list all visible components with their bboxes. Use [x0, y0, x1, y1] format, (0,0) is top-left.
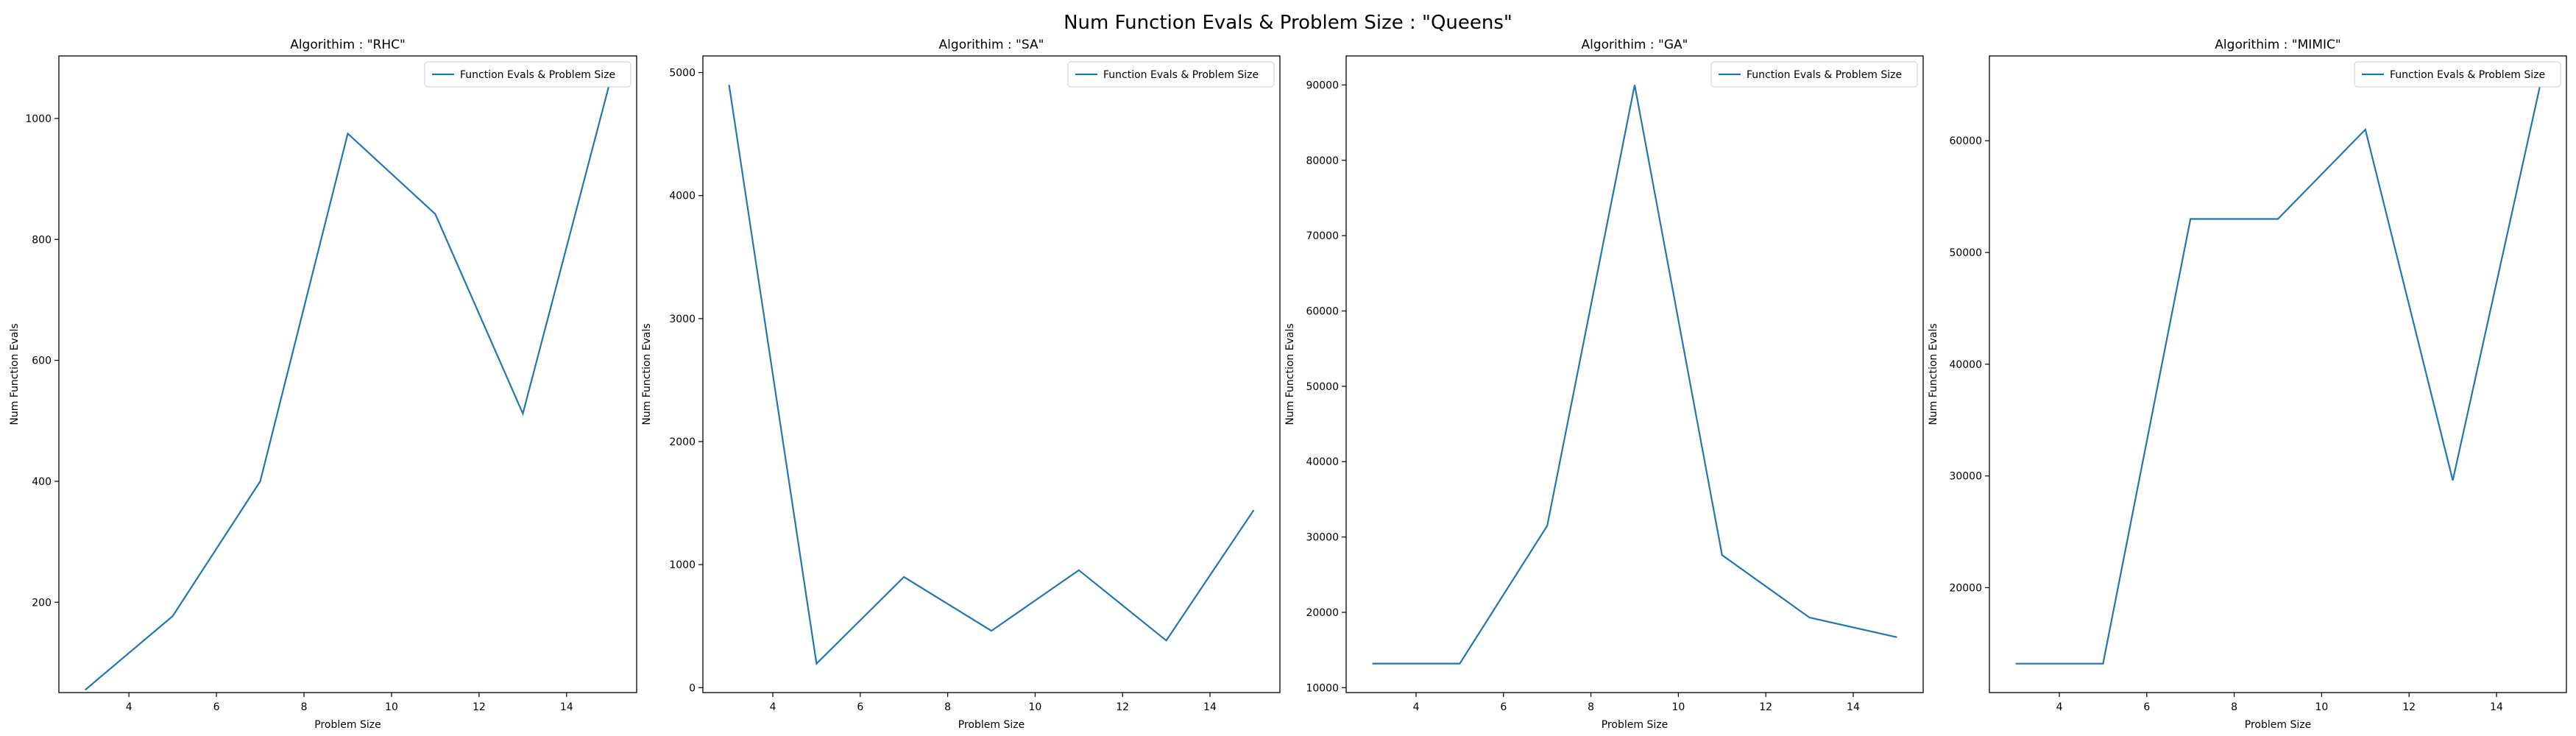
chart-title: Algorithim : "GA" [1582, 38, 1688, 52]
x-tick-label: 14 [1847, 701, 1860, 713]
x-tick-label: 4 [126, 701, 132, 713]
x-tick-label: 8 [1588, 701, 1594, 713]
legend-box [1710, 61, 1918, 88]
y-tick-label: 30000 [1949, 471, 1982, 483]
x-tick-label: 6 [2143, 701, 2150, 713]
x-tick-label: 12 [1759, 701, 1772, 713]
plot-area-frame [1989, 55, 2567, 693]
y-tick-label: 5000 [669, 68, 696, 79]
legend-label: Function Evals & Problem Size [2390, 69, 2545, 81]
y-tick-label: 40000 [1306, 456, 1339, 468]
series-line [1372, 85, 1897, 665]
chart-panel-1: Algorithim : "SA" 4 6 8 10 12 14 0 1000 2000 3000 4… [641, 38, 1281, 731]
chart-panel-0: Algorithim : "RHC" 4 6 8 10 12 14 200 400 600 800 1… [9, 38, 637, 731]
y-tick-label: 30000 [1306, 532, 1339, 544]
y-tick-label: 10000 [1306, 682, 1339, 694]
x-axis-label: Problem Size [1602, 719, 1668, 731]
chart-panel-3: Algorithim : "MIMIC" 4 6 8 10 12 14 20000 30000 4… [1928, 38, 2567, 731]
y-tick-label: 4000 [669, 191, 696, 202]
legend-label: Function Evals & Problem Size [1747, 69, 1902, 81]
x-axis-label: Problem Size [314, 719, 381, 731]
x-tick-label: 6 [213, 701, 220, 713]
chart-title: Algorithim : "RHC" [290, 38, 406, 52]
series-line [84, 79, 612, 691]
y-tick-label: 50000 [1306, 381, 1339, 393]
x-tick-label: 4 [2056, 701, 2063, 713]
y-tick-label: 3000 [669, 314, 696, 325]
y-tick-label: 800 [32, 234, 52, 246]
x-axis-label: Problem Size [958, 719, 1025, 731]
x-tick-label: 12 [1116, 701, 1129, 713]
chart-panel-2: Algorithim : "GA" 4 6 8 10 12 14 10000 20000 3000… [1284, 38, 1924, 731]
legend-box [2354, 61, 2561, 88]
x-tick-label: 14 [560, 701, 573, 713]
x-tick-label: 4 [770, 701, 776, 713]
y-axis-label: Num Function Evals [641, 323, 653, 425]
plot-area-frame [1345, 55, 1924, 693]
legend-box [1067, 61, 1275, 88]
x-tick-label: 6 [857, 701, 863, 713]
x-tick-label: 4 [1413, 701, 1420, 713]
x-tick-label: 12 [2402, 701, 2416, 713]
chart-title: Algorithim : "MIMIC" [2215, 38, 2340, 52]
y-tick-label: 40000 [1949, 359, 1982, 371]
y-tick-label: 400 [32, 476, 52, 488]
y-axis-label: Num Function Evals [1284, 323, 1296, 425]
y-tick-label: 80000 [1306, 155, 1339, 167]
y-tick-label: 60000 [1306, 306, 1339, 318]
y-axis-label: Num Function Evals [1928, 323, 1939, 425]
legend-box [424, 61, 631, 88]
x-tick-label: 8 [944, 701, 951, 713]
x-tick-label: 10 [1028, 701, 1041, 713]
y-tick-label: 0 [689, 682, 696, 694]
x-tick-label: 10 [385, 701, 398, 713]
x-tick-label: 6 [1500, 701, 1507, 713]
x-tick-label: 14 [1203, 701, 1217, 713]
plot-area-frame [702, 55, 1281, 693]
y-tick-label: 2000 [669, 436, 696, 448]
x-tick-label: 8 [301, 701, 308, 713]
y-tick-label: 1000 [25, 113, 52, 125]
x-tick-label: 12 [473, 701, 486, 713]
x-tick-label: 8 [2231, 701, 2237, 713]
y-tick-label: 600 [32, 355, 52, 367]
y-tick-label: 70000 [1306, 230, 1339, 242]
y-tick-label: 20000 [1306, 607, 1339, 619]
x-axis-label: Problem Size [2245, 719, 2311, 731]
series-line [728, 85, 1255, 666]
legend-label: Function Evals & Problem Size [1103, 69, 1259, 81]
chart-title: Algorithim : "SA" [939, 38, 1044, 52]
x-tick-label: 10 [2315, 701, 2328, 713]
y-tick-label: 90000 [1306, 79, 1339, 91]
x-tick-label: 14 [2490, 701, 2503, 713]
legend-label: Function Evals & Problem Size [460, 69, 615, 81]
y-tick-label: 1000 [669, 559, 696, 571]
plot-area-frame [58, 55, 637, 693]
series-line [2015, 85, 2541, 665]
y-tick-label: 20000 [1949, 582, 1982, 594]
y-axis-label: Num Function Evals [9, 323, 21, 425]
x-tick-label: 10 [1671, 701, 1685, 713]
figure-suptitle: Num Function Evals & Problem Size : "Que… [1064, 12, 1512, 34]
y-tick-label: 60000 [1949, 135, 1982, 147]
y-tick-label: 200 [32, 597, 52, 609]
y-tick-label: 50000 [1949, 247, 1982, 259]
